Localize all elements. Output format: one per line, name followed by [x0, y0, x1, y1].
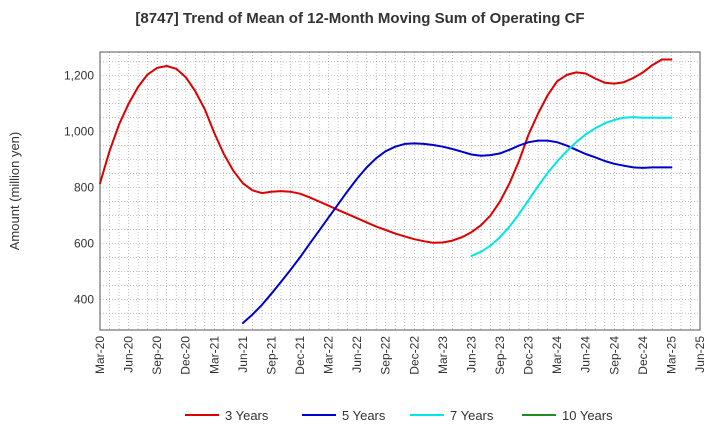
- legend: 3 Years 5 Years 7 Years 10 Years: [185, 408, 613, 423]
- y-tick-label: 800: [74, 181, 94, 195]
- legend-10-years-label: 10 Years: [562, 408, 613, 423]
- x-tick-label: Jun-23: [464, 336, 478, 373]
- legend-7-years-label: 7 Years: [450, 408, 494, 423]
- x-tick-label: Jun-24: [579, 336, 593, 373]
- x-tick-label: Jun-22: [350, 336, 364, 373]
- y-axis-ticks: 400 600 800 1,000 1,200: [64, 69, 94, 307]
- x-tick-label: Dec-24: [636, 336, 650, 375]
- y-axis-title: Amount (million yen): [7, 132, 22, 251]
- x-tick-label: Mar-24: [550, 336, 564, 374]
- x-tick-label: Mar-22: [322, 336, 336, 374]
- x-tick-label: Sep-22: [379, 336, 393, 375]
- series-line-3-years: [99, 58, 673, 244]
- y-tick-label: 1,000: [64, 125, 94, 139]
- x-tick-label: Sep-20: [150, 336, 164, 375]
- x-tick-label: Dec-22: [407, 336, 421, 375]
- x-tick-label: Jun-25: [693, 336, 707, 373]
- y-tick-label: 400: [74, 292, 94, 306]
- x-tick-label: Mar-25: [664, 336, 678, 374]
- x-tick-label: Jun-20: [122, 336, 136, 373]
- x-tick-label: Dec-20: [179, 336, 193, 375]
- grid: [100, 52, 700, 330]
- x-tick-label: Mar-21: [207, 336, 221, 374]
- series-line-5-years: [241, 139, 673, 324]
- x-axis-ticks: Mar-20 Jun-20 Sep-20 Dec-20 Mar-21 Jun-21 Sep-…: [93, 336, 707, 375]
- x-tick-label: Mar-20: [93, 336, 107, 374]
- chart-title: [8747] Trend of Mean of 12-Month Moving …: [135, 10, 585, 27]
- x-tick-label: Mar-23: [436, 336, 450, 374]
- x-tick-label: Sep-21: [264, 336, 278, 375]
- x-tick-label: Dec-21: [293, 336, 307, 375]
- series-line-7-years: [470, 116, 673, 257]
- x-tick-label: Sep-23: [493, 336, 507, 375]
- x-tick-label: Dec-23: [522, 336, 536, 375]
- x-tick-label: Sep-24: [607, 336, 621, 375]
- legend-3-years-label: 3 Years: [225, 408, 269, 423]
- x-tick-label: Jun-21: [236, 336, 250, 373]
- legend-5-years-label: 5 Years: [342, 408, 386, 423]
- series-layer: [99, 58, 673, 324]
- y-tick-label: 1,200: [64, 69, 94, 83]
- plot-area: [99, 51, 701, 331]
- y-tick-label: 600: [74, 236, 94, 250]
